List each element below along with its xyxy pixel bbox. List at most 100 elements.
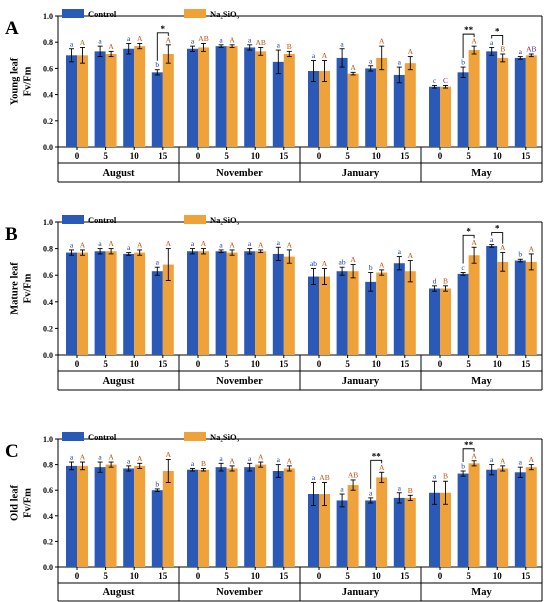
x-tick-label: 0 — [196, 571, 201, 581]
significance-bracket — [491, 34, 504, 45]
bar-control — [457, 473, 469, 567]
significance-letter: a — [490, 455, 494, 464]
bar-na2sio3 — [440, 86, 451, 147]
x-tick-label: 0 — [75, 571, 80, 581]
significance-bracket — [491, 232, 504, 244]
bar-na2sio3 — [198, 251, 209, 355]
significance-letter: d — [433, 276, 437, 285]
significance-letter: a — [248, 454, 252, 463]
bar-na2sio3 — [525, 55, 537, 147]
y-tick-label: 0.8 — [43, 245, 53, 254]
bar-na2sio3 — [376, 272, 388, 355]
significance-letter: AB — [348, 470, 358, 479]
significance-letter: A — [500, 243, 506, 252]
significance-letter: A — [471, 451, 477, 460]
panel-letter: A — [5, 18, 19, 39]
significance-letter: b — [155, 479, 159, 488]
bar-na2sio3 — [162, 264, 174, 355]
y-axis-label-line: Mature leaf — [10, 262, 21, 315]
x-tick-label: 0 — [317, 359, 322, 369]
significance-letter: A — [287, 240, 293, 249]
x-tick-label: 15 — [158, 151, 168, 161]
significance-letter: A — [108, 42, 114, 51]
bar-control — [308, 71, 319, 147]
significance-letter: B — [408, 486, 413, 495]
x-tick-label: 5 — [345, 359, 350, 369]
significance-letter: A — [258, 453, 264, 462]
significance-letter: B — [287, 42, 292, 51]
significance-letter: A — [137, 454, 143, 463]
x-tick-label: 10 — [251, 359, 261, 369]
significance-letter: A — [322, 259, 328, 268]
month-label: November — [216, 587, 263, 598]
legend-swatch-na2sio3 — [184, 215, 206, 224]
month-label: May — [471, 168, 492, 179]
bar-na2sio3 — [525, 261, 537, 355]
significance-letter: a — [398, 58, 402, 67]
x-tick-label: 10 — [130, 359, 140, 369]
bar-control — [187, 48, 198, 147]
y-tick-label: 0.2 — [43, 537, 53, 546]
y-axis-label-line: Fv/Fm — [23, 273, 34, 303]
significance-letter: a — [398, 483, 402, 492]
significance-letter: A — [108, 453, 114, 462]
legend-swatch-na2sio3 — [184, 432, 206, 441]
x-tick-label: 10 — [493, 571, 503, 581]
significance-letter: a — [191, 37, 195, 46]
significance-letter: a — [490, 235, 494, 244]
x-tick-label: 15 — [279, 571, 289, 581]
bar-control — [123, 48, 135, 147]
x-tick-label: 5 — [466, 151, 471, 161]
y-axis-label-line: Fv/Fm — [23, 66, 34, 96]
significance-star: * — [495, 224, 500, 234]
significance-letter: A — [258, 240, 264, 249]
significance-letter: A — [80, 38, 86, 47]
bar-control — [514, 57, 526, 147]
bar-control — [272, 471, 284, 567]
bar-control — [336, 500, 348, 567]
legend-label-control: Control — [88, 215, 117, 225]
x-tick-label: 10 — [251, 151, 261, 161]
significance-letter: a — [98, 239, 102, 248]
significance-letter: A — [287, 456, 293, 465]
bar-na2sio3 — [105, 251, 117, 355]
x-tick-label: 5 — [345, 151, 350, 161]
significance-letter: A — [80, 453, 86, 462]
bar-control — [94, 251, 106, 355]
x-tick-label: 5 — [103, 359, 108, 369]
bar-control — [457, 273, 469, 355]
significance-letter: A — [408, 251, 414, 260]
significance-letter: AB — [255, 38, 265, 47]
bar-control — [514, 260, 526, 355]
x-tick-label: 10 — [493, 359, 503, 369]
y-tick-label: 0.8 — [43, 461, 53, 470]
significance-letter: a — [312, 51, 316, 60]
bar-na2sio3 — [162, 471, 174, 567]
bar-control — [66, 55, 77, 147]
bar-na2sio3 — [319, 71, 330, 147]
significance-letter: a — [340, 39, 344, 48]
y-tick-label: 0.6 — [43, 271, 53, 280]
significance-letter: C — [443, 76, 448, 85]
significance-letter: A — [379, 260, 385, 269]
significance-letter: a — [433, 472, 437, 481]
significance-letter: a — [191, 239, 195, 248]
bar-na2sio3 — [376, 57, 388, 147]
bar-control — [336, 271, 348, 355]
legend-swatch-control — [62, 215, 84, 224]
significance-letter: a — [248, 35, 252, 44]
significance-bracket — [462, 448, 475, 462]
x-tick-label: 5 — [224, 359, 229, 369]
panel-C: C Old leaf Fv/Fm 0.0 0.2 0.4 0.6 0.8 1.0 August 0 a… — [5, 432, 543, 602]
bar-na2sio3 — [497, 468, 509, 567]
significance-letter: a — [219, 454, 223, 463]
significance-letter: B — [500, 44, 505, 53]
y-axis-label-line: Young leaf — [10, 57, 21, 105]
x-tick-label: 5 — [345, 571, 350, 581]
bar-control — [429, 288, 440, 355]
bar-control — [123, 468, 135, 567]
bar-control — [393, 74, 405, 147]
bar-control — [365, 281, 377, 355]
x-tick-label: 0 — [75, 151, 80, 161]
y-tick-label: 0.6 — [43, 64, 53, 73]
